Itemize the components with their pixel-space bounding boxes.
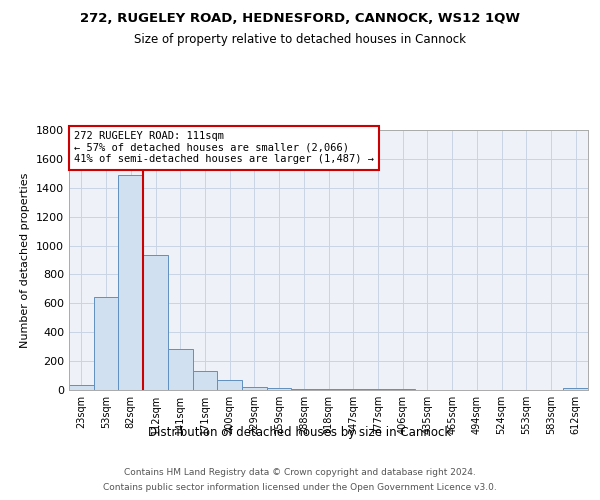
Bar — [168, 349, 193, 390]
Text: Contains public sector information licensed under the Open Government Licence v3: Contains public sector information licen… — [103, 483, 497, 492]
Bar — [242, 387, 267, 390]
Bar — [217, 380, 242, 390]
Text: Size of property relative to detached houses in Cannock: Size of property relative to detached ho… — [134, 32, 466, 46]
Bar — [267, 388, 292, 390]
Text: Contains HM Land Registry data © Crown copyright and database right 2024.: Contains HM Land Registry data © Crown c… — [124, 468, 476, 477]
Bar — [143, 255, 168, 390]
Bar — [193, 371, 217, 390]
Bar — [118, 175, 143, 390]
Text: 272, RUGELEY ROAD, HEDNESFORD, CANNOCK, WS12 1QW: 272, RUGELEY ROAD, HEDNESFORD, CANNOCK, … — [80, 12, 520, 26]
Bar — [69, 385, 94, 390]
Text: Distribution of detached houses by size in Cannock: Distribution of detached houses by size … — [148, 426, 452, 439]
Y-axis label: Number of detached properties: Number of detached properties — [20, 172, 31, 348]
Bar — [94, 297, 118, 390]
Text: 272 RUGELEY ROAD: 111sqm
← 57% of detached houses are smaller (2,066)
41% of sem: 272 RUGELEY ROAD: 111sqm ← 57% of detach… — [74, 132, 374, 164]
Bar — [563, 388, 588, 390]
